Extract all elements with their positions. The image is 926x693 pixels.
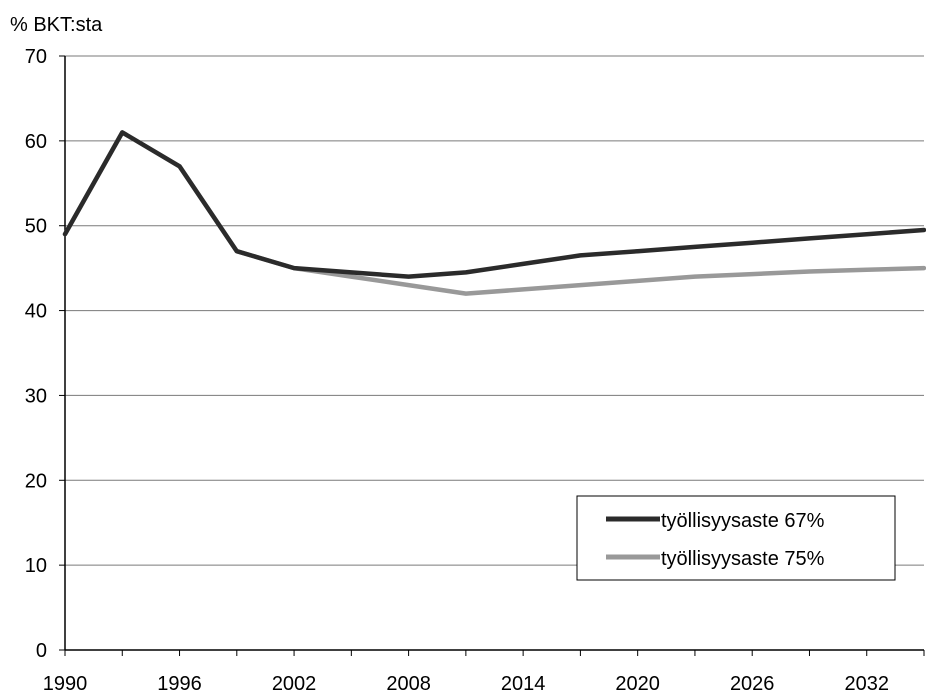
y-tick-label: 40 bbox=[25, 301, 47, 323]
y-tick-label: 20 bbox=[25, 470, 47, 492]
y-tick-label: 70 bbox=[25, 46, 47, 68]
y-axis-ticks: 0 10 20 30 40 50 60 70 bbox=[25, 46, 65, 662]
legend-label-series-2: työllisyysaste 75% bbox=[661, 548, 825, 570]
x-tick-label: 2032 bbox=[844, 673, 889, 693]
axes bbox=[64, 56, 924, 651]
series-lines bbox=[62, 130, 926, 296]
x-tick-label: 1996 bbox=[157, 673, 202, 693]
y-tick-label: 60 bbox=[25, 131, 47, 153]
legend: työllisyysaste 67% työllisyysaste 75% bbox=[576, 495, 896, 581]
series-line-1 bbox=[62, 130, 926, 279]
x-tick-label: 2002 bbox=[272, 673, 317, 693]
y-tick-label: 10 bbox=[25, 555, 47, 577]
y-axis-title: % BKT:sta bbox=[10, 14, 103, 36]
y-tick-label: 0 bbox=[36, 640, 47, 662]
x-tick-label: 2008 bbox=[386, 673, 431, 693]
x-tick-label: 1990 bbox=[43, 673, 88, 693]
y-tick-label: 30 bbox=[25, 385, 47, 407]
x-tick-label: 2020 bbox=[615, 673, 660, 693]
x-tick-label: 2014 bbox=[501, 673, 546, 693]
legend-box bbox=[576, 495, 896, 581]
y-tick-label: 50 bbox=[25, 216, 47, 238]
x-tick-label: 2026 bbox=[730, 673, 775, 693]
legend-label-series-1: työllisyysaste 67% bbox=[661, 510, 825, 532]
x-axis-ticks: 1990 1996 2002 2008 2014 2020 2026 2032 bbox=[43, 650, 925, 693]
gridlines bbox=[65, 55, 924, 566]
